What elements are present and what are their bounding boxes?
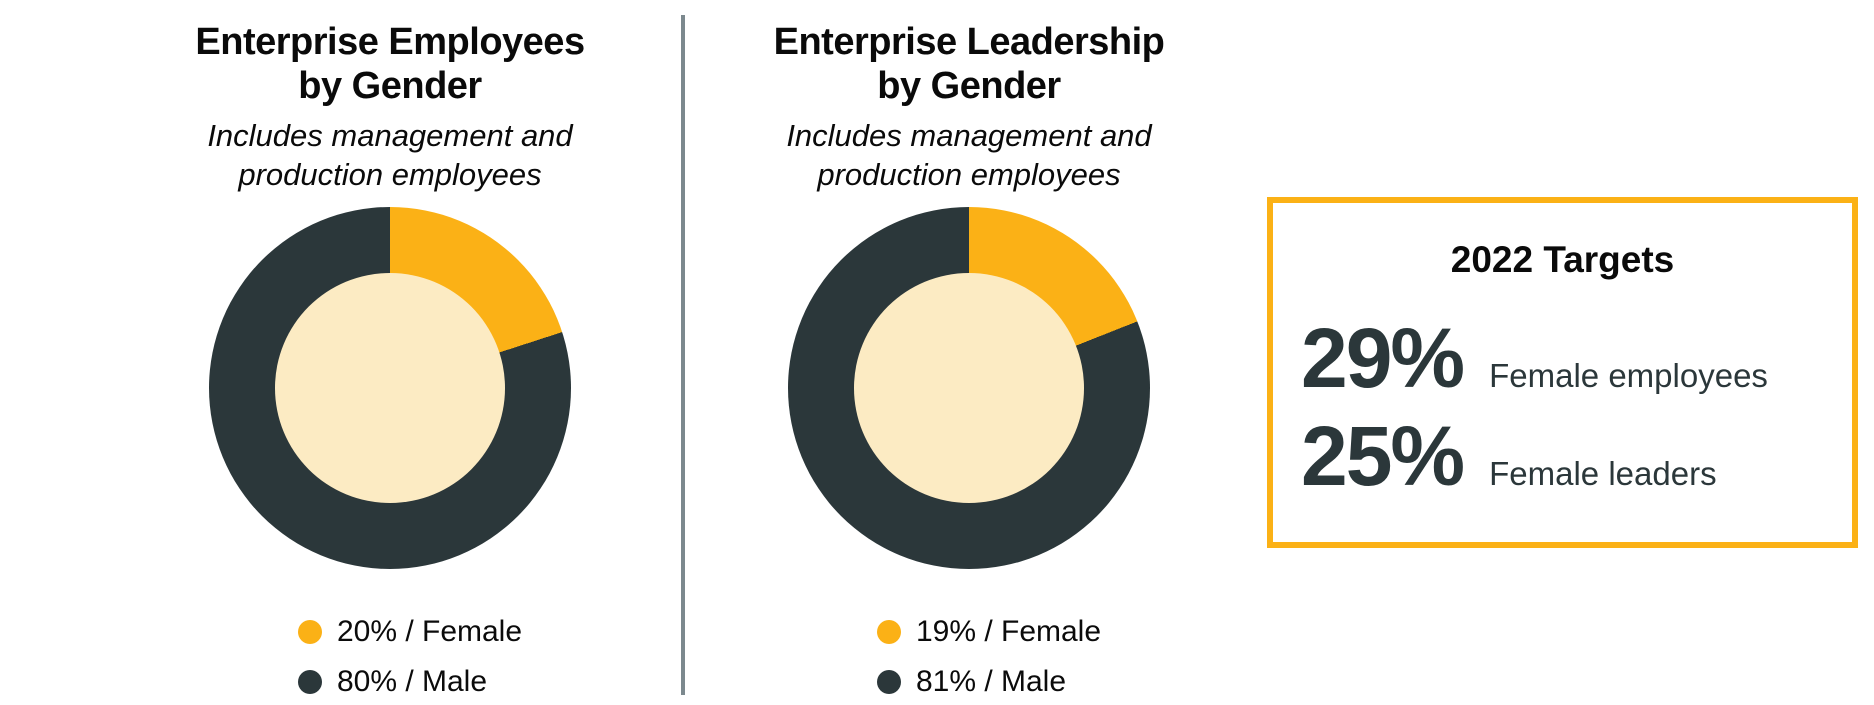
donut-hole	[275, 273, 505, 503]
legend-label-male: 81% / Male	[915, 665, 1067, 698]
chart-title-line2: by Gender	[298, 65, 482, 107]
chart-title-line1: Enterprise Leadership	[773, 21, 1165, 63]
chart-subtitle: Includes management and production emplo…	[729, 116, 1209, 194]
chart-subtitle-line2: production employees	[817, 157, 1121, 192]
donut-hole	[854, 273, 1084, 503]
stat-value-female-leaders: 25%	[1301, 408, 1465, 503]
legend-dot-male-icon	[297, 670, 322, 694]
legend-row-female: 19% / Female	[876, 615, 1102, 649]
legend-label-female: 20% / Female	[336, 615, 523, 648]
chart-enterprise-leadership: Enterprise Leadership by Gender Includes…	[729, 20, 1209, 699]
stat-row-female-leaders: 25% Female leaders	[1301, 408, 1852, 503]
targets-title: 2022 Targets	[1450, 239, 1675, 280]
stat-value-female-employees: 29%	[1301, 311, 1465, 405]
chart-subtitle-line2: production employees	[238, 157, 542, 192]
legend-dot-female-icon	[876, 620, 901, 644]
legend-row-male: 80% / Male	[297, 665, 522, 699]
legend-leadership: 19% / Female 81% / Male	[876, 615, 1102, 699]
chart-title-line1: Enterprise Employees	[195, 21, 585, 63]
chart-title: Enterprise Employees by Gender	[150, 20, 630, 108]
stat-row-female-employees: 29% Female employees	[1301, 311, 1852, 405]
legend-label-male: 80% / Male	[336, 665, 488, 698]
stat-label-female-leaders: Female leaders	[1489, 454, 1717, 492]
chart-title: Enterprise Leadership by Gender	[729, 20, 1209, 108]
legend-row-male: 81% / Male	[876, 665, 1101, 699]
chart-subtitle-line1: Includes management and	[207, 118, 573, 153]
donut-chart-leadership	[788, 207, 1150, 569]
chart-title-line2: by Gender	[877, 65, 1061, 107]
chart-enterprise-employees: Enterprise Employees by Gender Includes …	[150, 20, 630, 699]
legend-row-female: 20% / Female	[297, 615, 523, 649]
legend-employees: 20% / Female 80% / Male	[297, 615, 523, 699]
vertical-divider	[681, 15, 685, 695]
stat-label-female-employees: Female employees	[1489, 357, 1768, 394]
legend-dot-male-icon	[876, 670, 901, 694]
chart-subtitle: Includes management and production emplo…	[150, 116, 630, 194]
targets-stats: 29% Female employees 25% Female leaders	[1301, 311, 1852, 503]
targets-panel: 2022 Targets 29% Female employees 25% Fe…	[1267, 197, 1858, 548]
legend-label-female: 19% / Female	[915, 615, 1102, 648]
chart-subtitle-line1: Includes management and	[786, 118, 1152, 153]
donut-chart-employees	[209, 207, 571, 569]
legend-dot-female-icon	[297, 620, 322, 644]
